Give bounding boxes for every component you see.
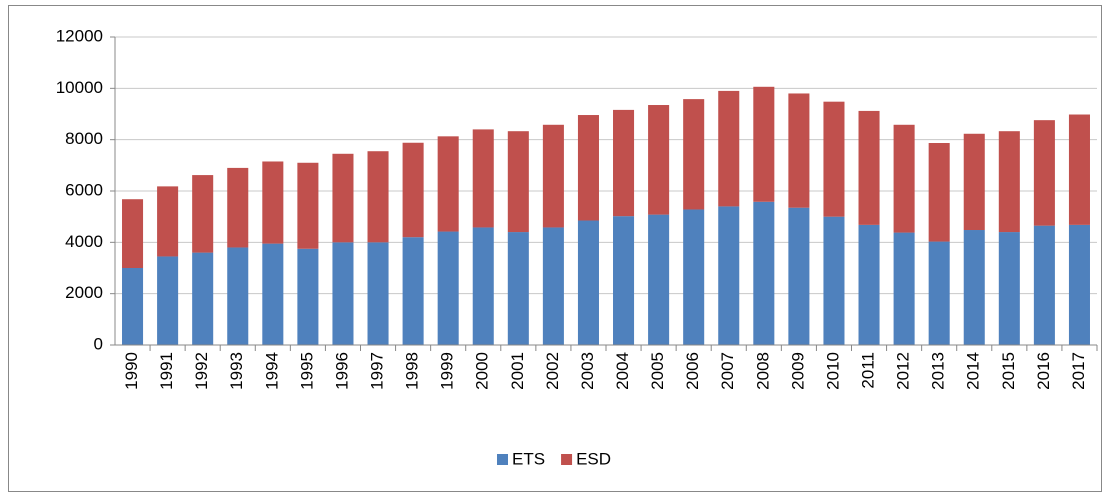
- bar-segment: [963, 230, 985, 345]
- bar-segment: [367, 242, 389, 345]
- x-tick-label: 1993: [227, 352, 246, 390]
- x-tick-label: 2012: [894, 352, 913, 390]
- x-tick-label: 1997: [368, 352, 387, 390]
- x-tick-label: 2015: [999, 352, 1018, 390]
- bar-segment: [367, 151, 389, 243]
- y-tick-label: 4000: [65, 232, 103, 251]
- bar-segment: [402, 237, 424, 345]
- x-tick-label: 2008: [753, 352, 772, 390]
- x-tick-label: 2010: [823, 352, 842, 390]
- x-tick-label: 1998: [403, 352, 422, 390]
- bar-segment: [157, 186, 179, 257]
- bar-segment: [858, 224, 880, 345]
- bar-segment: [648, 105, 670, 215]
- bar-segment: [297, 162, 319, 249]
- bar-segment: [893, 124, 915, 233]
- x-tick-label: 2005: [648, 352, 667, 390]
- legend-swatch: [561, 454, 573, 465]
- bar-segment: [122, 268, 144, 345]
- bar-segment: [472, 129, 494, 228]
- bar-segment: [402, 142, 424, 238]
- y-tick-label: 2000: [65, 283, 103, 302]
- bar-segment: [437, 136, 459, 232]
- x-tick-label: 1999: [438, 352, 457, 390]
- bar-segment: [683, 209, 705, 345]
- bar-segment: [823, 101, 845, 217]
- bar-segment: [1033, 225, 1055, 345]
- bar-segment: [577, 115, 599, 221]
- bar-segment: [823, 216, 845, 345]
- bar-segment: [928, 143, 950, 242]
- bar-segment: [718, 90, 740, 207]
- x-tick-label: 1990: [122, 352, 141, 390]
- bar-segment: [613, 109, 635, 217]
- x-tick-label: 2013: [929, 352, 948, 390]
- x-tick-label: 2016: [1034, 352, 1053, 390]
- bar-segment: [577, 220, 599, 345]
- y-tick-label: 12000: [56, 26, 103, 45]
- y-tick-label: 0: [94, 334, 103, 353]
- bar-segment: [718, 206, 740, 345]
- bar-segment: [648, 214, 670, 345]
- bar-segment: [227, 247, 249, 345]
- x-tick-label: 2001: [508, 352, 527, 390]
- legend-label: ETS: [512, 449, 545, 468]
- bar-segment: [928, 241, 950, 345]
- x-tick-label: 2002: [543, 352, 562, 390]
- bar-segment: [192, 175, 214, 253]
- bar-segment: [192, 252, 214, 345]
- legend-label: ESD: [576, 449, 611, 468]
- bar-segment: [507, 131, 529, 233]
- x-tick-label: 2007: [718, 352, 737, 390]
- bar-segment: [613, 216, 635, 345]
- x-tick-label: 2004: [613, 352, 632, 390]
- x-tick-label: 1996: [332, 352, 351, 390]
- bar-segment: [1068, 114, 1090, 225]
- bar-segment: [227, 167, 249, 248]
- bar-segment: [332, 153, 354, 243]
- x-tick-label: 1991: [157, 352, 176, 390]
- bar-segment: [262, 161, 284, 244]
- bar-segment: [157, 256, 179, 345]
- bar-segment: [683, 99, 705, 210]
- x-tick-label: 2006: [683, 352, 702, 390]
- x-tick-label: 2017: [1069, 352, 1088, 390]
- bar-segment: [542, 227, 564, 345]
- x-tick-label: 1994: [262, 352, 281, 390]
- x-tick-label: 2011: [859, 352, 878, 389]
- bar-segment: [507, 232, 529, 345]
- bar-segment: [788, 93, 810, 208]
- legend-swatch: [497, 454, 508, 465]
- bar-segment: [332, 242, 354, 345]
- bar-segment: [963, 133, 985, 231]
- x-tick-label: 1992: [192, 352, 211, 390]
- x-tick-label: 2003: [578, 352, 597, 390]
- bar-segment: [753, 86, 775, 202]
- bar-segment: [542, 124, 564, 228]
- bar-segment: [122, 199, 144, 268]
- x-tick-label: 2014: [964, 352, 983, 390]
- x-tick-label: 2000: [473, 352, 492, 390]
- bar-segment: [1033, 120, 1055, 226]
- bar-segment: [858, 110, 880, 225]
- x-tick-label: 1995: [297, 352, 316, 390]
- bar-segment: [753, 201, 775, 345]
- bar-segment: [788, 207, 810, 345]
- bar-segment: [998, 131, 1020, 233]
- bar-segment: [262, 243, 284, 345]
- y-tick-label: 10000: [56, 78, 103, 97]
- x-tick-label: 2009: [788, 352, 807, 390]
- bar-segment: [1068, 224, 1090, 345]
- bar-segment: [998, 232, 1020, 345]
- bar-segment: [472, 227, 494, 345]
- bar-segment: [297, 248, 319, 345]
- y-tick-label: 6000: [65, 180, 103, 199]
- bar-segment: [893, 232, 915, 345]
- y-tick-label: 8000: [65, 129, 103, 148]
- bar-segment: [437, 231, 459, 345]
